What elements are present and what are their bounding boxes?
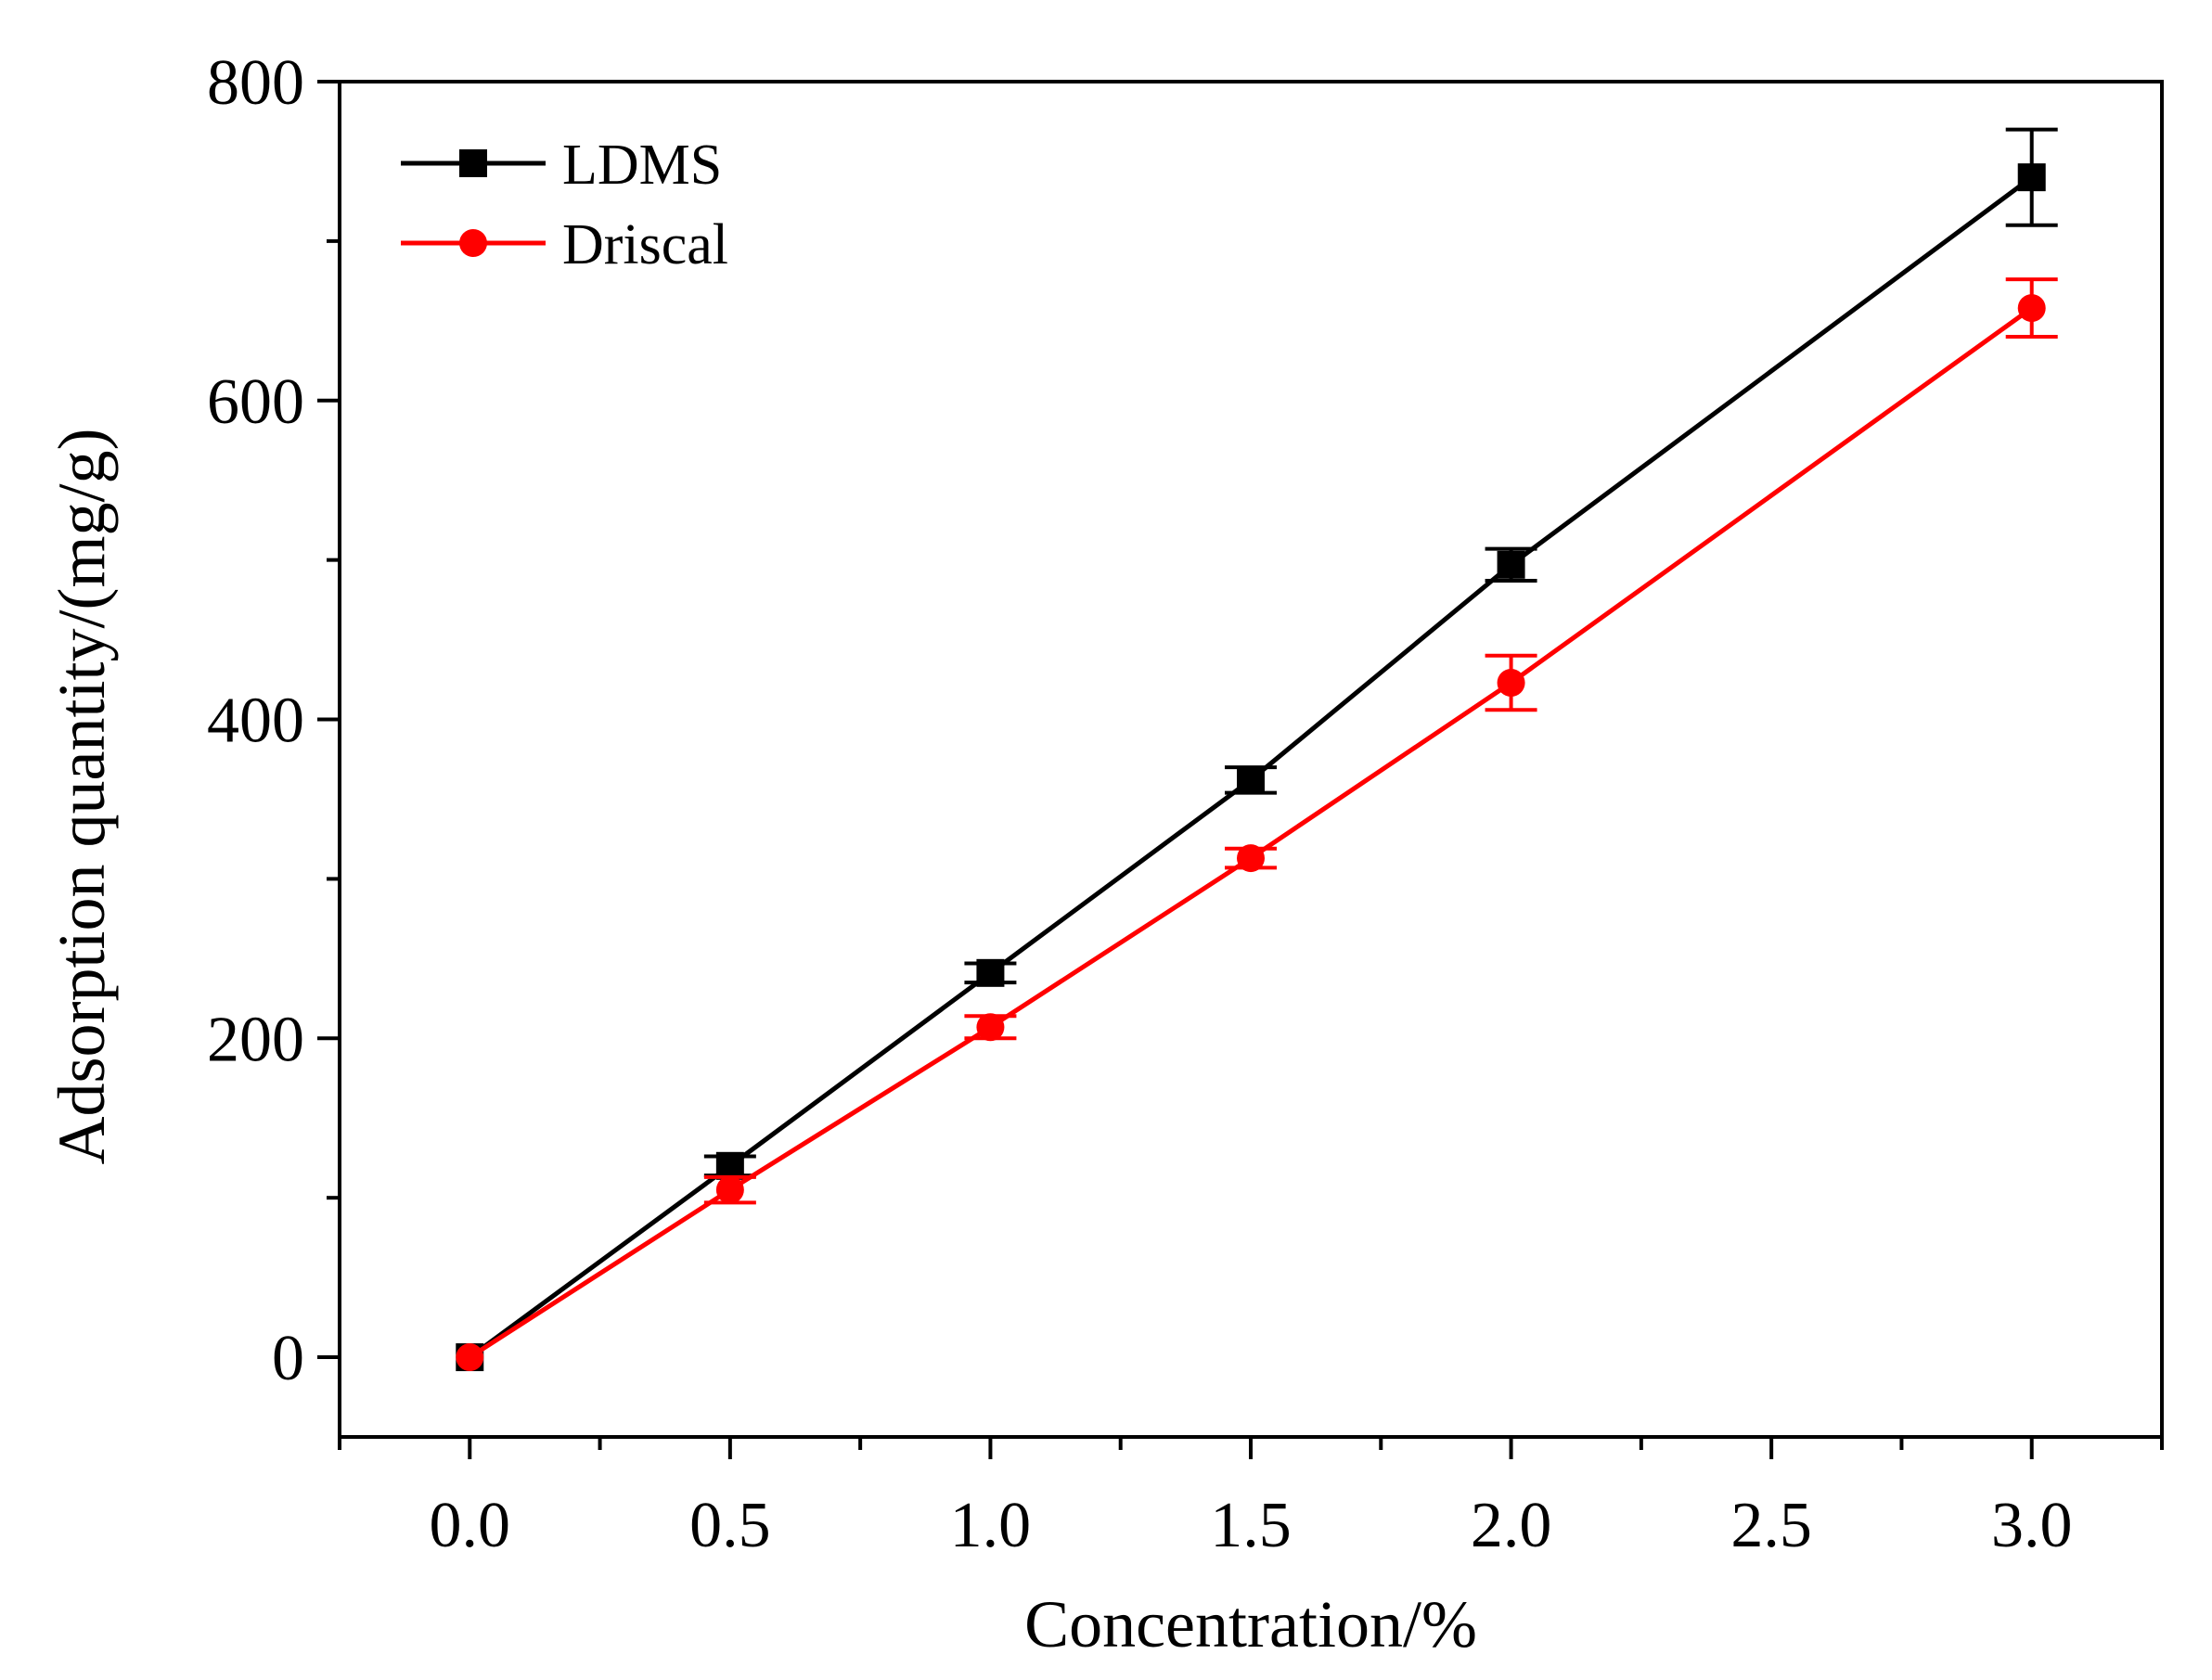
x-tick-label: 2.5 bbox=[1730, 1490, 1812, 1561]
series-line-ldms bbox=[468, 175, 2034, 1360]
legend-label-ldms: LDMS bbox=[562, 134, 722, 197]
series-line-driscal bbox=[468, 306, 2034, 1360]
x-tick-label: 0.0 bbox=[430, 1490, 511, 1561]
x-tick-label: 1.5 bbox=[1210, 1490, 1292, 1561]
y-tick-label: 200 bbox=[207, 1004, 304, 1075]
y-tick-label: 400 bbox=[207, 686, 304, 757]
data-point-square bbox=[1237, 765, 1265, 794]
plot-series bbox=[456, 127, 2058, 1372]
legend: LDMS Driscal bbox=[401, 134, 728, 276]
data-point-square bbox=[2017, 163, 2046, 192]
x-tick-label: 2.0 bbox=[1471, 1490, 1552, 1561]
legend-label-driscal: Driscal bbox=[562, 213, 728, 276]
x-tick-label: 1.0 bbox=[950, 1490, 1032, 1561]
series-ldms bbox=[456, 127, 2058, 1372]
series-driscal bbox=[456, 277, 2058, 1372]
data-point-circle bbox=[456, 1343, 484, 1372]
data-point-circle bbox=[715, 1175, 744, 1204]
data-point-circle bbox=[976, 1013, 1005, 1042]
legend-marker-circle bbox=[459, 229, 487, 257]
data-point-square bbox=[1497, 550, 1525, 579]
y-tick-label: 0 bbox=[272, 1323, 304, 1394]
y-tick-label: 800 bbox=[207, 47, 304, 119]
axis-labels: Concentration/% Adsorption quantity/(mg/… bbox=[45, 429, 1477, 1661]
y-axis-label: Adsorption quantity/(mg/g) bbox=[45, 429, 119, 1165]
x-tick-label: 0.5 bbox=[689, 1490, 771, 1561]
axes: 0 200 400 600 800 0.0 0.5 1.0 1.5 2.0 2.5 3.0 bbox=[207, 47, 2164, 1561]
data-point-circle bbox=[2017, 294, 2046, 323]
x-tick-label: 3.0 bbox=[1991, 1490, 2073, 1561]
data-point-circle bbox=[1497, 668, 1525, 697]
y-tick-label: 600 bbox=[207, 366, 304, 438]
data-point-circle bbox=[1237, 844, 1265, 873]
data-point-square bbox=[715, 1151, 744, 1180]
data-point-square bbox=[976, 958, 1005, 987]
legend-marker-square bbox=[459, 149, 487, 177]
x-axis-label: Concentration/% bbox=[1024, 1587, 1477, 1661]
